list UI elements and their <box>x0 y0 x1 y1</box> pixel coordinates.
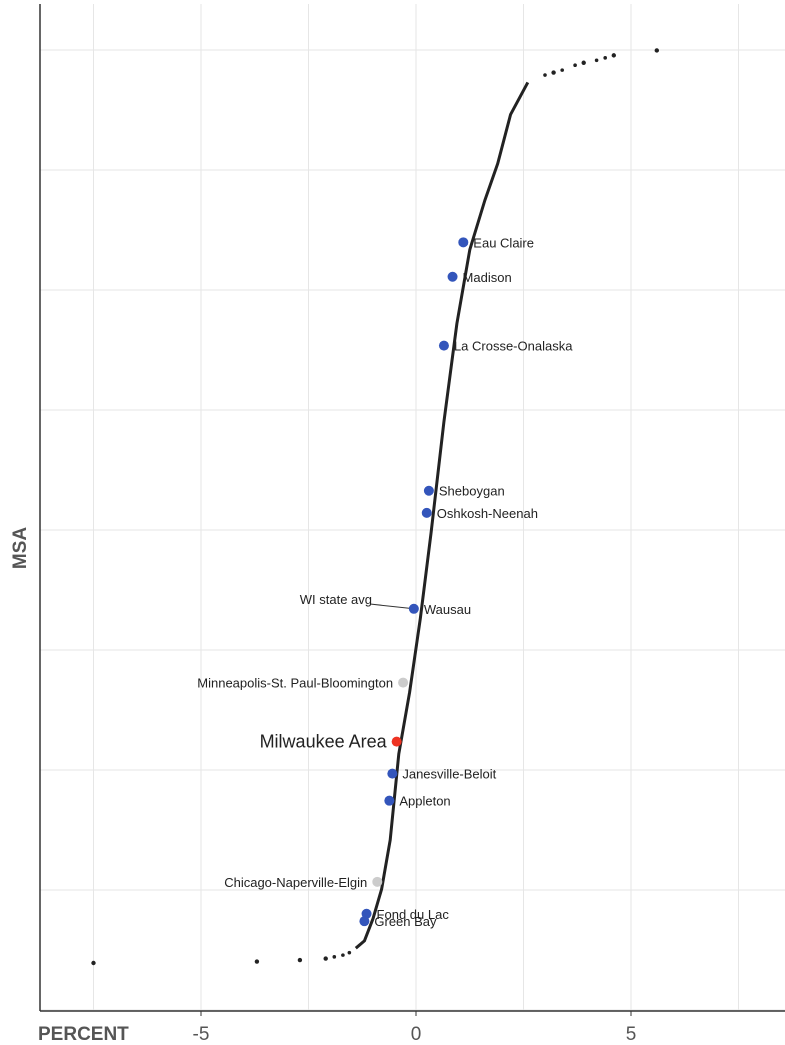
data-point <box>573 63 577 68</box>
point-label: La Crosse-Onalaska <box>454 339 573 354</box>
x-tick-label: -5 <box>193 1024 210 1045</box>
labeled-point <box>359 916 370 927</box>
point-label: Madison <box>463 270 512 285</box>
labeled-point <box>387 768 398 779</box>
point-label: Green Bay <box>374 914 437 929</box>
data-point <box>254 959 260 964</box>
y-axis-label: MSA <box>10 527 31 570</box>
annotation-layer: WI state avg <box>300 592 414 610</box>
data-point <box>543 73 547 77</box>
x-tick-label: 5 <box>626 1024 637 1045</box>
point-labels: Eau Claire Madison La Crosse-Onalaska Shebo… <box>197 235 573 929</box>
data-point <box>560 68 564 72</box>
plot-panel <box>40 4 785 1011</box>
labeled-point <box>421 507 432 518</box>
labeled-point <box>398 677 409 688</box>
point-label: Appleton <box>399 794 450 809</box>
labeled-point <box>384 795 395 806</box>
point-label: Janesville-Beloit <box>402 767 496 782</box>
labeled-point <box>408 603 419 614</box>
data-point <box>611 53 616 58</box>
labeled-point <box>447 271 458 282</box>
data-point <box>332 955 337 959</box>
point-label: Fond du Lac <box>377 907 450 922</box>
series-line <box>354 81 530 950</box>
point-label: Eau Claire <box>473 235 534 250</box>
point-label: Sheboygan <box>439 484 505 499</box>
labeled-point <box>458 237 469 248</box>
data-point <box>91 960 96 966</box>
data-point <box>323 956 328 961</box>
data-points <box>91 48 659 966</box>
data-point <box>341 953 345 957</box>
labeled-point <box>423 485 434 496</box>
data-point <box>594 58 599 63</box>
point-label: Oshkosh-Neenah <box>437 506 538 521</box>
data-point <box>654 48 659 53</box>
grid-lines <box>40 4 785 1011</box>
annotation-label: WI state avg <box>300 592 372 607</box>
point-label: Chicago-Naperville-Elgin <box>224 875 367 890</box>
data-point <box>581 60 586 65</box>
labeled-point <box>391 736 402 747</box>
x-ticks: -5 0 5 <box>193 1011 637 1045</box>
data-point <box>603 56 607 60</box>
x-axis-label: PERCENT <box>38 1024 129 1045</box>
labeled-point <box>372 876 383 887</box>
point-label: Wausau <box>424 602 471 617</box>
point-label: Milwaukee Area <box>260 732 388 752</box>
data-point <box>347 950 352 955</box>
labeled-point <box>438 340 449 351</box>
data-point <box>551 70 556 75</box>
data-point <box>297 957 303 963</box>
annotation-leader <box>369 603 414 610</box>
point-label: Minneapolis-St. Paul-Bloomington <box>197 676 393 691</box>
msa-curve <box>354 81 530 950</box>
x-tick-label: 0 <box>411 1024 422 1045</box>
